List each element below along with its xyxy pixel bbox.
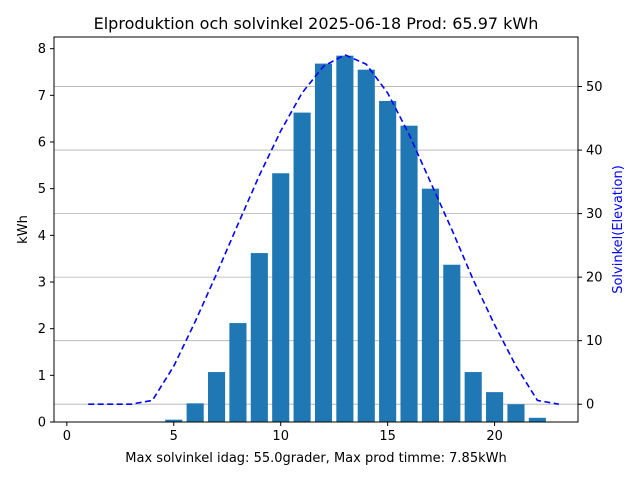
y2-tick-label: 40	[586, 144, 603, 159]
y-tick-label: 7	[38, 89, 46, 104]
y2-axis-ticks: 0 10 20 30 40 50	[578, 80, 603, 413]
bar	[528, 417, 546, 422]
elevation-line-series	[88, 53, 559, 406]
x-axis-label: Max solvinkel idag: 55.0grader, Max prod…	[125, 451, 506, 466]
y2-tick-label: 0	[586, 398, 594, 413]
bar	[229, 323, 247, 422]
bar	[314, 63, 333, 422]
y-tick-label: 4	[38, 229, 46, 244]
x-tick-label: 0	[63, 429, 71, 444]
bar	[336, 55, 354, 423]
y-tick-label: 0	[38, 416, 46, 431]
x-tick-label: 5	[170, 429, 178, 444]
bar	[357, 69, 375, 423]
y-tick-label: 1	[38, 369, 46, 384]
x-tick-label: 20	[486, 429, 503, 444]
bar	[186, 403, 204, 422]
y-tick-label: 8	[38, 42, 46, 57]
x-tick-label: 15	[379, 429, 396, 444]
bar	[272, 173, 290, 422]
series-line	[88, 53, 559, 406]
chart-title: Elproduktion och solvinkel 2025-06-18 Pr…	[94, 14, 539, 33]
bar	[165, 419, 183, 422]
y-tick-label: 3	[38, 276, 46, 291]
y2-tick-label: 50	[586, 80, 603, 95]
y2-tick-label: 30	[586, 207, 603, 222]
y2-tick-label: 20	[586, 271, 603, 286]
bar	[400, 125, 418, 423]
bar	[250, 253, 268, 422]
bar	[421, 188, 439, 422]
plot-frame	[53, 36, 579, 423]
y-axis-ticks: 0 1 2 3 4 5 6 7 8	[38, 42, 54, 431]
bar	[379, 100, 397, 422]
bar	[293, 112, 311, 422]
x-axis-ticks: 0 5 10 15 20	[63, 422, 503, 444]
y-tick-label: 5	[38, 182, 46, 197]
bar	[507, 404, 525, 422]
x-tick-label: 10	[272, 429, 289, 444]
y-axis-label: kWh	[16, 215, 31, 244]
bar-series	[165, 55, 546, 423]
bar	[486, 392, 504, 422]
y-tick-label: 2	[38, 322, 46, 337]
bar	[464, 372, 482, 422]
bar	[443, 264, 461, 422]
y2-axis-label: Solvinkel(Elevation)	[611, 165, 626, 294]
y2-tick-label: 10	[586, 334, 603, 349]
bar	[207, 372, 226, 422]
y-tick-label: 6	[38, 136, 46, 151]
